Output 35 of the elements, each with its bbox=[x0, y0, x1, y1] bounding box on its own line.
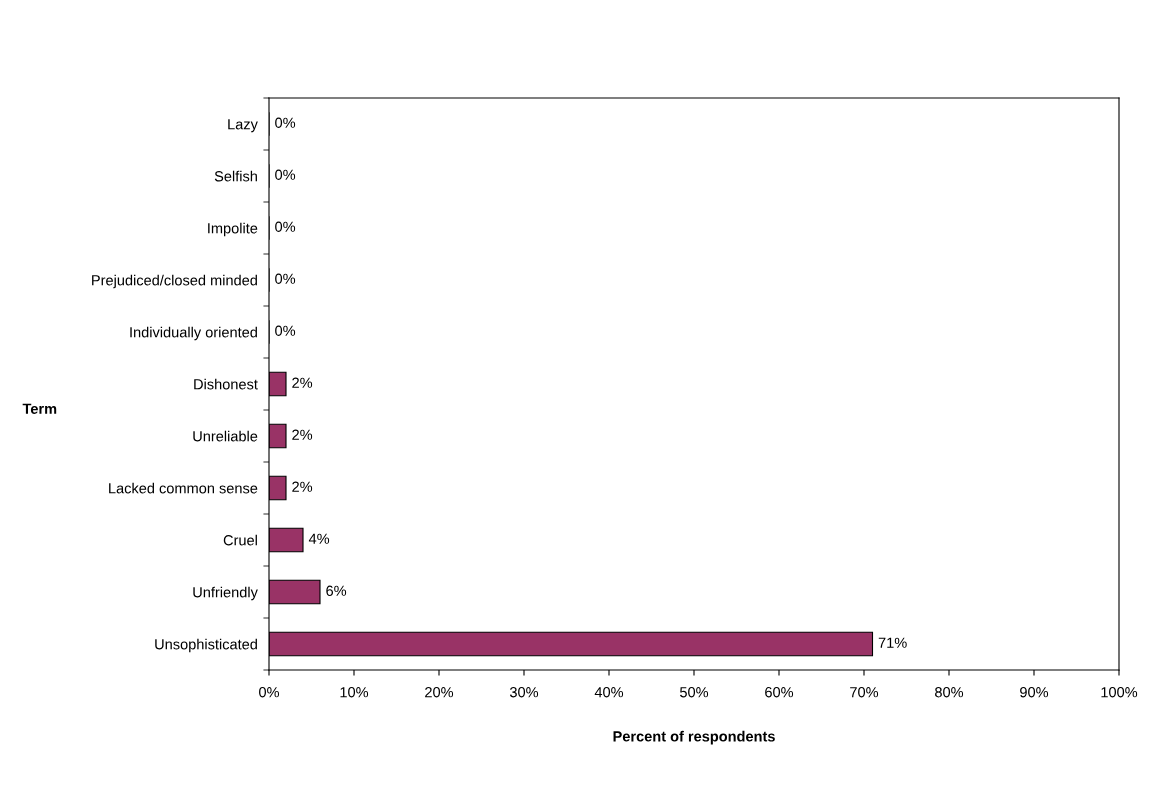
y-axis-title: Term bbox=[22, 403, 57, 414]
data-label: 0% bbox=[275, 325, 296, 336]
data-label: 0% bbox=[275, 117, 296, 128]
x-tick-label: 70% bbox=[850, 687, 879, 698]
x-axis-title: Percent of respondents bbox=[613, 730, 775, 745]
data-label: 4% bbox=[308, 533, 330, 544]
data-label: 0% bbox=[275, 169, 296, 180]
x-tick-label: 80% bbox=[935, 687, 964, 698]
y-tick-label: Impolite bbox=[208, 222, 258, 237]
data-label: 0% bbox=[275, 221, 296, 232]
data-label: 6% bbox=[326, 585, 347, 596]
y-tick-label: Cruel bbox=[223, 534, 257, 546]
data-label: 2% bbox=[292, 481, 313, 492]
data-label: 2% bbox=[292, 429, 313, 440]
x-tick-label: 90% bbox=[1020, 687, 1049, 698]
x-tick-label: 0% bbox=[259, 687, 280, 698]
y-tick-label: Unreliable bbox=[193, 430, 258, 442]
y-tick-label: Dishonest bbox=[194, 378, 258, 390]
data-label: 2% bbox=[292, 377, 313, 388]
y-tick-label: Lacked common sense bbox=[109, 482, 258, 494]
x-tick-label: 60% bbox=[765, 687, 794, 698]
y-tick-label: Unfriendly bbox=[193, 586, 258, 601]
x-tick-label: 30% bbox=[509, 687, 539, 698]
x-tick-label: 50% bbox=[679, 687, 709, 698]
x-tick-label: 100% bbox=[1101, 687, 1138, 698]
data-label: 71% bbox=[878, 637, 907, 648]
x-tick-label: 40% bbox=[594, 687, 624, 698]
x-tick-label: 10% bbox=[340, 687, 369, 698]
y-tick-label: Lazy bbox=[228, 119, 258, 133]
x-tick-label: 20% bbox=[425, 687, 454, 698]
y-tick-label: Unsophisticated bbox=[155, 638, 257, 653]
y-tick-label: Selfish bbox=[214, 170, 257, 182]
y-tick-label: Individually oriented bbox=[130, 326, 257, 341]
data-label: 0% bbox=[275, 273, 296, 284]
y-tick-label: Prejudiced/closed minded bbox=[92, 274, 257, 289]
